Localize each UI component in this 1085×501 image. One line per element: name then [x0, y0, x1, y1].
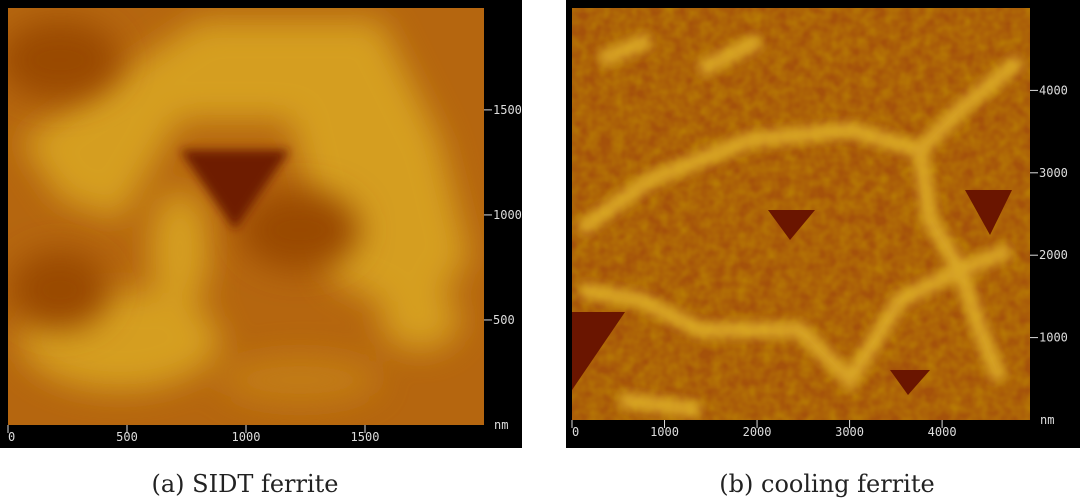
y-tick-label: 1000 — [493, 208, 522, 222]
unit-label: nm — [494, 418, 508, 432]
x-tick-label: 1000 — [650, 425, 679, 439]
afm-image — [0, 8, 484, 425]
unit-label: nm — [1040, 413, 1054, 427]
x-tick-label: 1000 — [232, 430, 261, 444]
y-tick-label: 500 — [493, 313, 515, 327]
caption: (a) SIDT ferrite — [151, 470, 338, 498]
x-tick-label: 0 — [8, 430, 15, 444]
x-tick-label: 500 — [116, 430, 138, 444]
x-tick-label: 2000 — [743, 425, 772, 439]
page: (a) SIDT ferrite (b) cooling ferrite 0 50… — [0, 0, 1085, 501]
caption: (b) cooling ferrite — [719, 470, 934, 498]
y-tick-label: 2000 — [1039, 248, 1068, 262]
y-tick-label: 3000 — [1039, 166, 1068, 180]
afm-image — [572, 8, 1030, 420]
y-tick-label: 1500 — [493, 103, 522, 117]
x-tick-label: 3000 — [835, 425, 864, 439]
y-tick-label: 4000 — [1039, 83, 1068, 97]
x-tick-label: 0 — [572, 425, 579, 439]
x-tick-label: 4000 — [928, 425, 957, 439]
figure: (a) SIDT ferrite (b) cooling ferrite 0 50… — [0, 0, 1085, 501]
y-tick-label: 1000 — [1039, 331, 1068, 345]
x-tick-label: 1500 — [351, 430, 380, 444]
